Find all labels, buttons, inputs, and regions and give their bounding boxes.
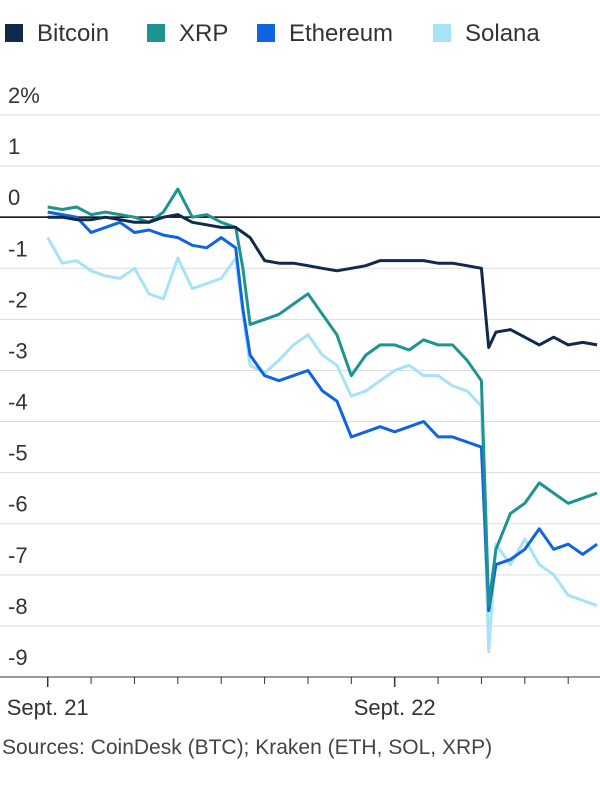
legend-swatch: [433, 24, 451, 42]
y-tick-label: -3: [8, 338, 28, 363]
legend-label: XRP: [179, 20, 228, 47]
legend-swatch: [5, 24, 23, 42]
y-tick-label: 0: [8, 185, 20, 210]
legend-label: Solana: [465, 20, 540, 47]
series-line: [47, 187, 598, 607]
y-tick-label: -6: [8, 492, 28, 517]
y-tick-label: -5: [8, 441, 28, 466]
series-line: [47, 210, 598, 613]
y-tick-label: -7: [8, 543, 28, 568]
legend-swatch: [147, 24, 165, 42]
series-line: [46, 236, 598, 653]
y-tick-label: -8: [8, 594, 28, 619]
y-tick-label: 1: [8, 134, 20, 159]
source-note: Sources: CoinDesk (BTC); Kraken (ETH, SO…: [2, 736, 493, 759]
x-tick-label: Sept. 22: [354, 695, 436, 720]
legend-swatch: [257, 24, 275, 42]
y-tick-label: -9: [8, 645, 28, 670]
chart: Bitcoin XRP Ethereum Solana 2% 1 0 -1 -2 -3 -4 -5 -6…: [0, 20, 600, 720]
series-line: [47, 213, 598, 349]
x-tick-label: Sept. 21: [7, 695, 89, 720]
y-tick-label: -4: [8, 390, 28, 415]
legend-label: Ethereum: [289, 20, 393, 47]
y-tick-label: -2: [8, 287, 28, 312]
y-tick-label: -1: [8, 236, 28, 261]
y-tick-label: 2%: [8, 83, 40, 108]
legend-label: Bitcoin: [37, 20, 109, 47]
